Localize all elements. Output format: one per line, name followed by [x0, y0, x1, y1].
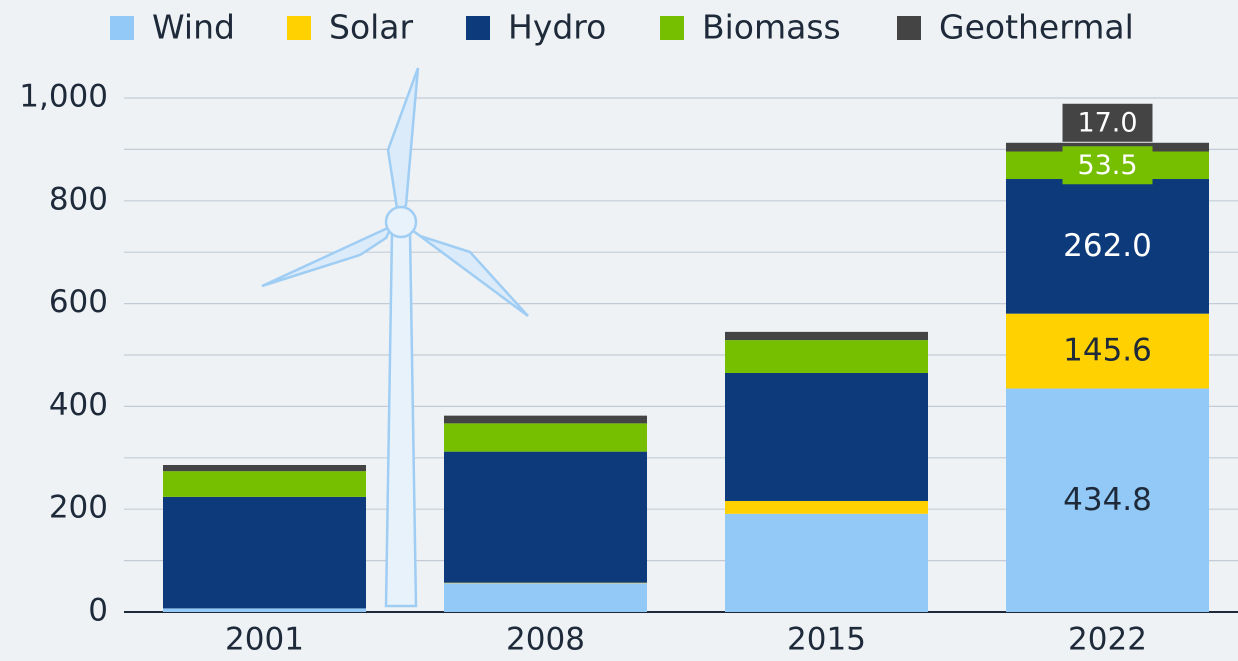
data-label: 53.5 [1077, 150, 1137, 181]
x-tick-label: 2008 [506, 622, 585, 658]
data-label: 17.0 [1077, 107, 1137, 138]
legend-label: Hydro [508, 8, 606, 47]
bars [163, 143, 1209, 612]
legend-swatch [897, 16, 921, 40]
bar-segment [725, 332, 928, 340]
legend-swatch [660, 16, 684, 40]
data-label: 434.8 [1063, 482, 1152, 518]
data-label: 145.6 [1063, 333, 1152, 369]
x-tick-label: 2001 [225, 622, 304, 658]
legend-label: Solar [329, 8, 414, 47]
bar-segment [725, 373, 928, 501]
chart: 0 200 400 600 800 1,000 434.8 145.6 262.0 53.5 17… [0, 0, 1238, 661]
y-tick-label: 600 [49, 284, 108, 320]
y-tick-label: 400 [49, 387, 108, 423]
bar-segment [725, 501, 928, 514]
bar-segment [163, 497, 366, 609]
legend-swatch [110, 16, 134, 40]
x-tick-label: 2015 [787, 622, 866, 658]
data-label: 262.0 [1063, 228, 1152, 264]
legend-label: Wind [152, 8, 235, 47]
legend-swatch [287, 16, 311, 40]
x-tick-label: 2022 [1068, 622, 1147, 658]
bar-segment [444, 452, 647, 583]
bar-segment [163, 465, 366, 471]
y-tick-label: 200 [49, 490, 108, 526]
legend-swatch [466, 16, 490, 40]
bar-segment [444, 583, 647, 584]
y-tick-label: 0 [88, 593, 108, 629]
legend-label: Geothermal [939, 8, 1134, 47]
y-tick-label: 1,000 [19, 79, 108, 115]
legend-label: Biomass [702, 8, 841, 47]
y-tick-label: 800 [49, 181, 108, 217]
bar-segment [725, 514, 928, 612]
bar-segment [163, 608, 366, 612]
bar-segment [444, 583, 647, 612]
bar-segment [163, 471, 366, 497]
bar-segment [444, 416, 647, 424]
bar-segment [725, 340, 928, 373]
bar-segment [444, 423, 647, 451]
